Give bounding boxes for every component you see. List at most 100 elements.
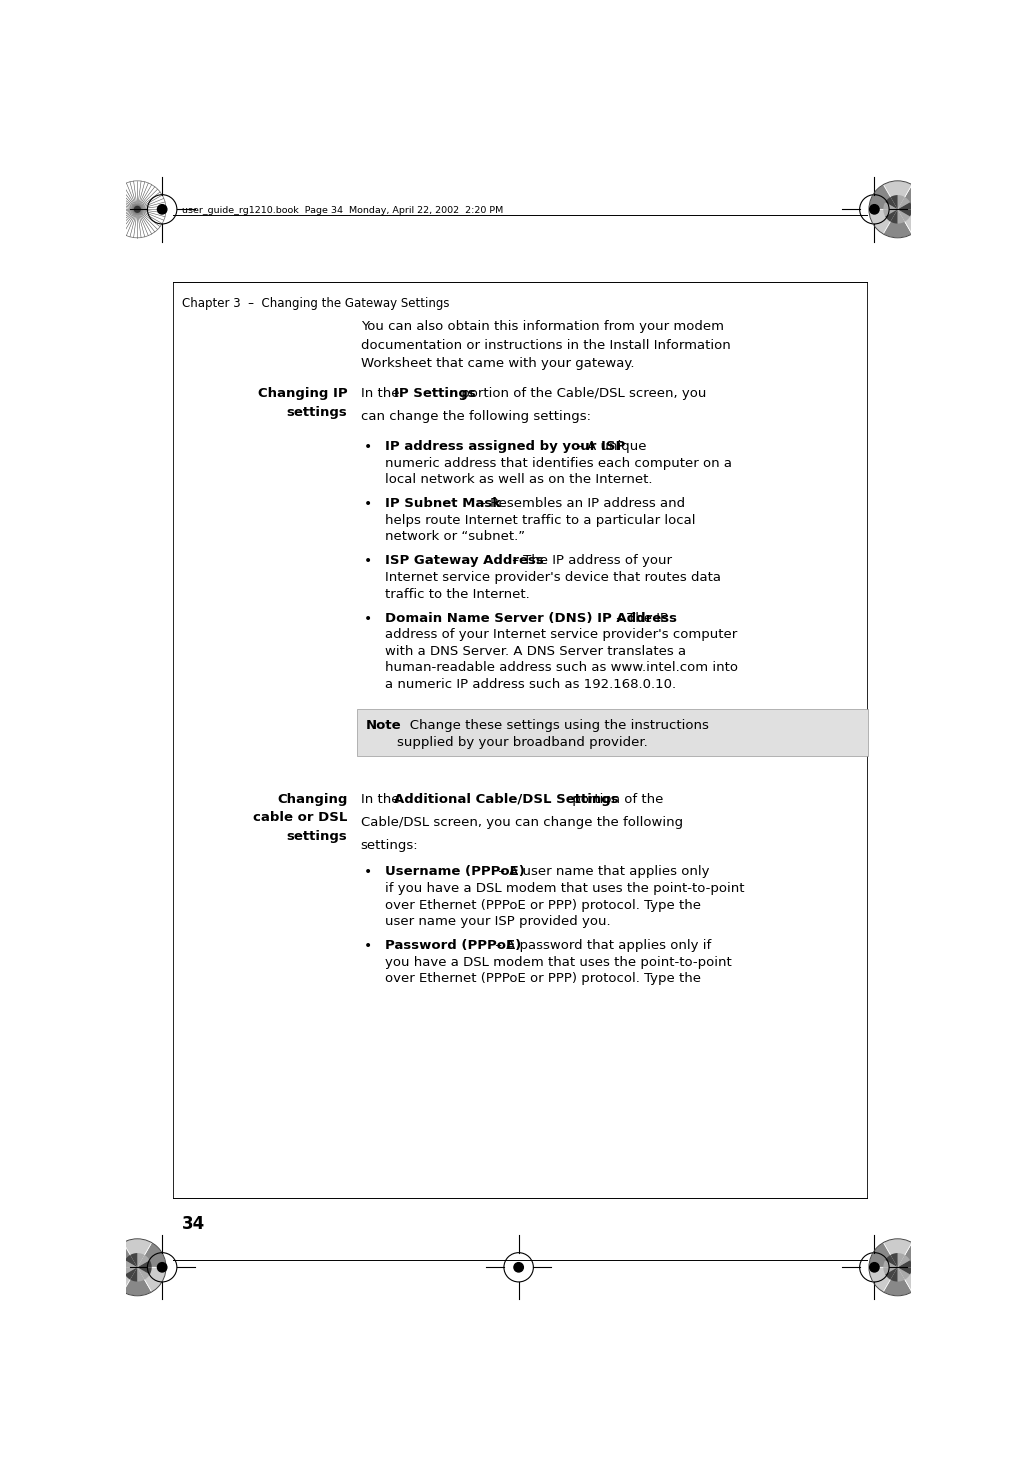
Text: You can also obtain this information from your modem
documentation or instructio: You can also obtain this information fro… [360, 320, 730, 370]
Text: address of your Internet service provider's computer: address of your Internet service provide… [385, 629, 737, 640]
Polygon shape [883, 1238, 911, 1268]
Text: user_guide_rg1210.book  Page 34  Monday, April 22, 2002  2:20 PM: user_guide_rg1210.book Page 34 Monday, A… [182, 206, 503, 215]
Polygon shape [137, 1268, 152, 1275]
Polygon shape [885, 1268, 897, 1279]
Polygon shape [897, 197, 909, 209]
Polygon shape [897, 202, 911, 209]
Text: Additional Cable/DSL Settings: Additional Cable/DSL Settings [393, 792, 618, 806]
Polygon shape [123, 1268, 137, 1275]
Text: if you have a DSL modem that uses the point-to-point: if you have a DSL modem that uses the po… [385, 882, 744, 895]
Polygon shape [897, 1268, 904, 1282]
Text: IP Subnet Mask: IP Subnet Mask [385, 497, 501, 510]
Text: helps route Internet traffic to a particular local: helps route Internet traffic to a partic… [385, 513, 696, 526]
Text: network or “subnet.”: network or “subnet.” [385, 531, 525, 544]
Polygon shape [108, 1243, 137, 1268]
Polygon shape [897, 1253, 904, 1268]
Polygon shape [890, 1268, 897, 1282]
Text: – Resembles an IP address and: – Resembles an IP address and [475, 497, 684, 510]
Polygon shape [890, 209, 897, 224]
Polygon shape [137, 1243, 166, 1268]
Polygon shape [123, 1238, 152, 1268]
Polygon shape [897, 209, 911, 216]
Text: you have a DSL modem that uses the point-to-point: you have a DSL modem that uses the point… [385, 956, 731, 969]
Text: over Ethernet (PPPoE or PPP) protocol. Type the: over Ethernet (PPPoE or PPP) protocol. T… [385, 899, 701, 911]
Polygon shape [130, 1268, 137, 1282]
Text: – The IP: – The IP [611, 611, 667, 624]
Text: – A unique: – A unique [571, 440, 645, 453]
Text: traffic to the Internet.: traffic to the Internet. [385, 588, 530, 601]
Text: local network as well as on the Internet.: local network as well as on the Internet… [385, 474, 652, 487]
Text: •: • [363, 611, 371, 626]
Text: •: • [363, 939, 371, 953]
Polygon shape [137, 1254, 150, 1268]
Text: human-readable address such as www.intel.com into: human-readable address such as www.intel… [385, 661, 738, 674]
Text: Internet service provider's device that routes data: Internet service provider's device that … [385, 572, 721, 583]
Circle shape [134, 206, 141, 212]
Text: Note: Note [366, 719, 401, 731]
Polygon shape [883, 181, 911, 209]
Circle shape [514, 1263, 523, 1272]
Polygon shape [897, 184, 925, 209]
Polygon shape [897, 1243, 925, 1268]
Text: over Ethernet (PPPoE or PPP) protocol. Type the: over Ethernet (PPPoE or PPP) protocol. T… [385, 972, 701, 985]
Text: Domain Name Server (DNS) IP Address: Domain Name Server (DNS) IP Address [385, 611, 676, 624]
Polygon shape [897, 209, 925, 234]
Circle shape [158, 1263, 167, 1272]
Polygon shape [890, 1253, 897, 1268]
Text: IP address assigned by your ISP: IP address assigned by your ISP [385, 440, 625, 453]
Polygon shape [108, 1268, 137, 1292]
Polygon shape [137, 1268, 145, 1282]
Polygon shape [868, 1243, 897, 1268]
Polygon shape [885, 209, 897, 222]
Text: Changing IP
settings: Changing IP settings [258, 387, 347, 418]
Text: portion of the Cable/DSL screen, you: portion of the Cable/DSL screen, you [457, 387, 706, 401]
Text: •: • [363, 440, 371, 455]
Polygon shape [897, 1260, 911, 1268]
Polygon shape [885, 197, 897, 209]
Polygon shape [897, 209, 904, 224]
Circle shape [868, 205, 879, 213]
Text: In the: In the [360, 387, 403, 401]
Text: Chapter 3  –  Changing the Gateway Settings: Chapter 3 – Changing the Gateway Setting… [182, 297, 449, 310]
Text: •: • [363, 866, 371, 880]
Text: Cable/DSL screen, you can change the following: Cable/DSL screen, you can change the fol… [360, 816, 682, 829]
Text: – The IP address of your: – The IP address of your [508, 554, 671, 567]
Text: Password (PPPoE): Password (PPPoE) [385, 939, 521, 952]
Polygon shape [868, 1268, 897, 1292]
Text: can change the following settings:: can change the following settings: [360, 411, 590, 424]
Polygon shape [124, 1254, 137, 1268]
Polygon shape [883, 1268, 897, 1275]
Text: ISP Gateway Address: ISP Gateway Address [385, 554, 544, 567]
Polygon shape [885, 1254, 897, 1268]
FancyBboxPatch shape [356, 709, 867, 756]
Polygon shape [868, 209, 897, 234]
Polygon shape [897, 1268, 909, 1279]
Polygon shape [883, 1260, 897, 1268]
Polygon shape [883, 209, 897, 216]
Text: Change these settings using the instructions
supplied by your broadband provider: Change these settings using the instruct… [396, 719, 708, 749]
Text: settings:: settings: [360, 839, 418, 852]
Text: •: • [363, 497, 371, 512]
Text: •: • [363, 554, 371, 569]
Text: IP Settings: IP Settings [393, 387, 475, 401]
Polygon shape [890, 194, 897, 209]
Text: a numeric IP address such as 192.168.0.10.: a numeric IP address such as 192.168.0.1… [385, 678, 675, 690]
Polygon shape [868, 184, 897, 209]
Polygon shape [897, 1268, 925, 1292]
Polygon shape [137, 1268, 166, 1292]
Text: portion of the: portion of the [567, 792, 662, 806]
Circle shape [868, 1263, 879, 1272]
Text: In the: In the [360, 792, 403, 806]
Text: Username (PPPoE): Username (PPPoE) [385, 866, 525, 879]
Polygon shape [883, 1268, 911, 1295]
Circle shape [158, 205, 167, 213]
Text: Changing
cable or DSL
settings: Changing cable or DSL settings [253, 792, 347, 842]
Text: with a DNS Server. A DNS Server translates a: with a DNS Server. A DNS Server translat… [385, 645, 685, 658]
Text: user name your ISP provided you.: user name your ISP provided you. [385, 915, 611, 928]
Polygon shape [883, 202, 897, 209]
Text: 34: 34 [182, 1215, 205, 1232]
Polygon shape [137, 1268, 150, 1279]
Polygon shape [130, 1253, 137, 1268]
Polygon shape [897, 1268, 911, 1275]
Polygon shape [123, 1260, 137, 1268]
